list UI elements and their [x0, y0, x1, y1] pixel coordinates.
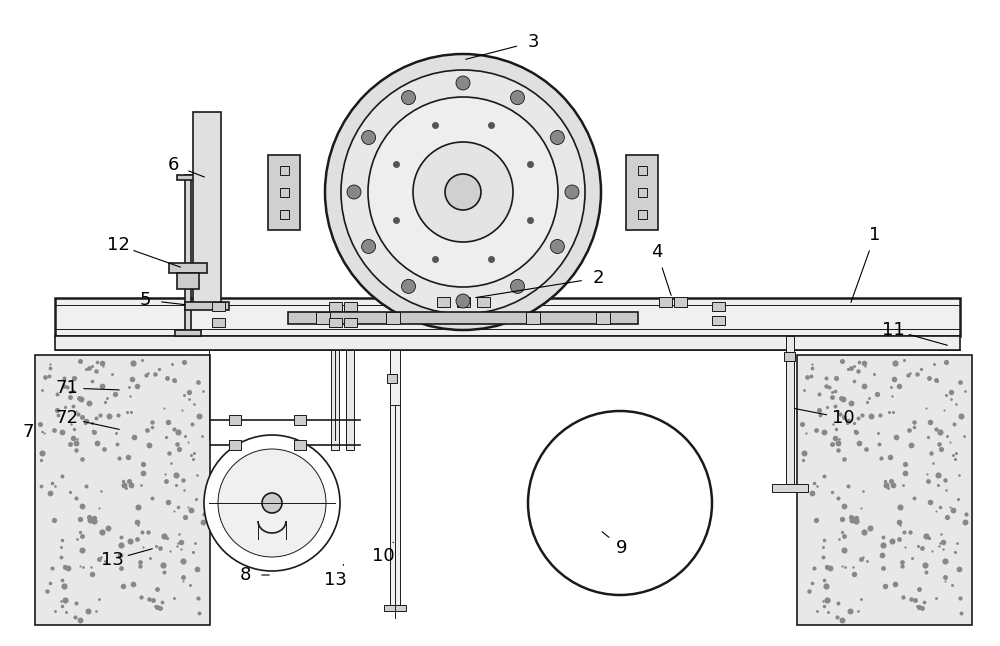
Bar [35, 355, 210, 625]
Bar [784, 351, 795, 360]
Bar [384, 605, 406, 611]
Circle shape [218, 449, 326, 557]
Text: 13: 13 [101, 551, 123, 569]
Bar [346, 350, 354, 450]
Bar [316, 312, 330, 324]
Bar [193, 112, 221, 307]
Text: 11: 11 [882, 321, 904, 339]
Bar [596, 312, 610, 324]
Bar [169, 263, 207, 273]
Bar [638, 165, 646, 174]
Bar [288, 312, 638, 324]
Circle shape [445, 174, 481, 210]
Bar [436, 297, 450, 307]
Bar [674, 297, 686, 307]
Circle shape [456, 294, 470, 308]
Text: 9: 9 [616, 539, 628, 557]
Bar [329, 317, 342, 326]
Bar [212, 317, 225, 326]
Circle shape [341, 70, 585, 314]
Text: 2: 2 [592, 269, 604, 287]
Bar [268, 155, 300, 230]
Bar [526, 312, 540, 324]
Circle shape [402, 280, 416, 293]
Circle shape [204, 435, 340, 571]
Bar [175, 330, 201, 336]
Bar [712, 315, 724, 324]
Bar [331, 350, 339, 450]
Text: 5: 5 [139, 291, 151, 309]
Bar [294, 440, 306, 450]
Bar [772, 484, 808, 492]
Circle shape [362, 130, 376, 145]
Circle shape [362, 240, 376, 253]
Bar [477, 297, 490, 307]
Circle shape [510, 90, 524, 105]
Circle shape [413, 142, 513, 242]
Circle shape [550, 240, 564, 253]
Circle shape [511, 280, 524, 293]
Circle shape [401, 90, 415, 105]
Circle shape [262, 493, 282, 513]
Circle shape [456, 76, 470, 90]
Text: 13: 13 [324, 571, 346, 589]
Text: 10: 10 [372, 547, 394, 565]
Bar [638, 209, 646, 218]
Bar [280, 187, 289, 196]
Bar [626, 155, 658, 230]
Bar [386, 312, 400, 324]
Bar [786, 336, 794, 491]
Circle shape [528, 411, 712, 595]
Bar [280, 209, 289, 218]
Bar [55, 298, 960, 336]
Text: 71: 71 [56, 379, 78, 397]
Circle shape [565, 185, 579, 199]
Text: 3: 3 [527, 33, 539, 51]
Circle shape [325, 54, 601, 330]
Bar [229, 440, 241, 450]
Bar [712, 302, 724, 311]
Text: 8: 8 [239, 566, 251, 584]
Text: 7: 7 [22, 423, 34, 441]
Bar [294, 415, 306, 425]
Text: 10: 10 [832, 409, 854, 427]
Bar [329, 302, 342, 311]
Circle shape [347, 185, 361, 199]
Text: 1: 1 [869, 226, 881, 244]
Bar [185, 175, 191, 336]
Bar [229, 415, 241, 425]
Bar [177, 175, 199, 180]
Bar [344, 302, 357, 311]
Bar [55, 336, 960, 350]
Circle shape [368, 97, 558, 287]
Text: 72: 72 [56, 409, 79, 427]
Bar [390, 350, 400, 605]
Text: 4: 4 [651, 243, 663, 261]
Text: 6: 6 [167, 156, 179, 174]
Bar [797, 355, 972, 625]
Circle shape [550, 130, 564, 145]
Bar [658, 297, 672, 307]
Bar [185, 302, 229, 310]
Bar [212, 302, 225, 311]
Bar [177, 273, 199, 289]
Bar [456, 297, 470, 307]
Bar [280, 165, 289, 174]
Bar [638, 187, 646, 196]
Bar [387, 373, 397, 382]
Text: 12: 12 [107, 236, 129, 254]
Bar [344, 317, 357, 326]
